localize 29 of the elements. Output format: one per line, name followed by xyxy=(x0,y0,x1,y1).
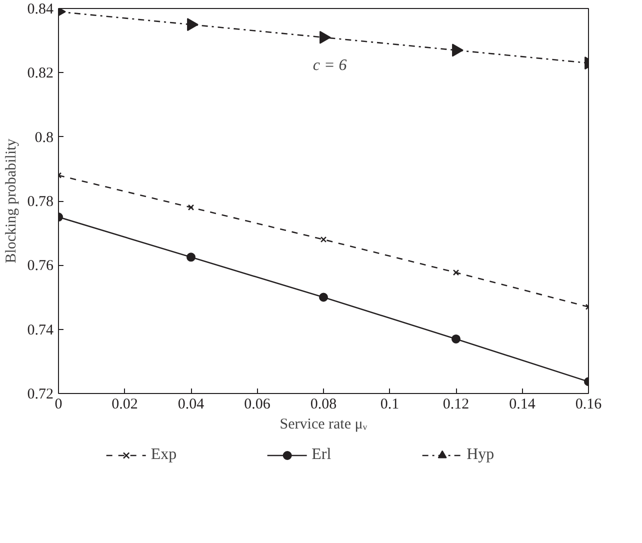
x-tick-label: 0.02 xyxy=(112,396,138,412)
y-tick-label: 0.78 xyxy=(27,194,54,210)
y-tick-label: 0.72 xyxy=(27,386,54,402)
annotation: c = 6 xyxy=(312,56,347,74)
point xyxy=(188,204,194,211)
y-axis-title: Blocking probability xyxy=(3,138,20,264)
legend-label: Hyp xyxy=(466,446,494,464)
y-tick-label: 0.74 xyxy=(27,322,54,338)
point xyxy=(186,252,196,262)
point xyxy=(452,334,460,344)
point xyxy=(452,269,460,276)
x-tick-label: 0.12 xyxy=(442,396,470,412)
x-tick-label: 0.1 xyxy=(380,396,400,412)
x-tick-label: 0.04 xyxy=(178,396,205,412)
x-tick-label: 0.08 xyxy=(310,396,337,412)
legend-label: Erl xyxy=(312,446,332,464)
y-tick-label: 0.76 xyxy=(27,258,54,274)
x-tick-label: 0 xyxy=(54,396,62,412)
x-axis-title: Service rate μᵥ xyxy=(280,416,368,432)
x-tick-label: 0.14 xyxy=(509,396,536,412)
legend-label: Exp xyxy=(150,446,177,464)
point xyxy=(187,18,198,32)
x-tick-label: 0.16 xyxy=(575,396,602,412)
y-tick-label: 0.84 xyxy=(27,2,54,18)
point xyxy=(320,236,327,243)
point xyxy=(319,292,328,302)
y-tick-label: 0.82 xyxy=(27,66,54,82)
x-tick-label: 0.06 xyxy=(244,396,271,412)
y-tick-label: 0.8 xyxy=(34,130,54,146)
